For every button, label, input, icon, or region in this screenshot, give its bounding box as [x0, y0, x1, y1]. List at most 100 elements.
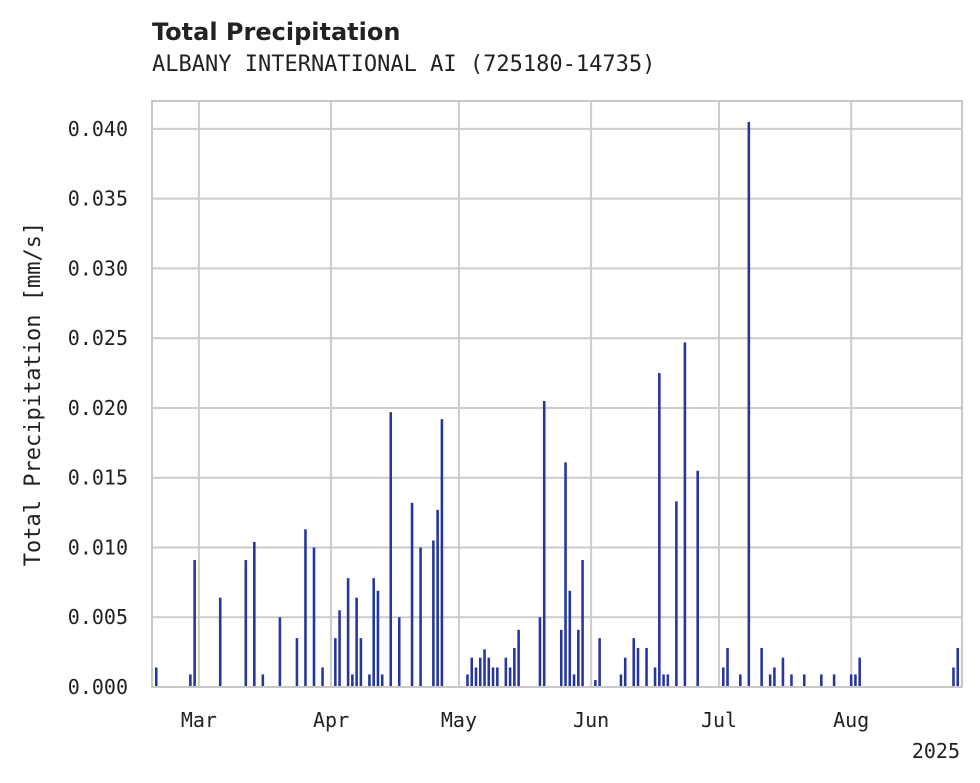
- precipitation-bar: [278, 617, 282, 687]
- precipitation-bar: [470, 657, 474, 687]
- precipitation-bar: [380, 674, 384, 687]
- precipitation-bar: [858, 657, 861, 687]
- y-tick-label: 0.030: [68, 256, 128, 280]
- precipitation-bar: [372, 578, 375, 687]
- precipitation-bar: [632, 638, 636, 687]
- precipitation-bar: [312, 547, 316, 687]
- y-tick-label: 0.010: [68, 535, 128, 559]
- precipitation-bar: [487, 657, 491, 687]
- precipitation-bar: [389, 412, 393, 687]
- precipitation-bar: [581, 560, 584, 687]
- precipitation-bar: [508, 667, 512, 687]
- precipitation-bar: [747, 121, 751, 688]
- precipitation-bar: [645, 647, 648, 687]
- precipitation-bar: [653, 667, 657, 687]
- precipitation-bar: [662, 674, 665, 687]
- precipitation-bar: [359, 638, 363, 687]
- precipitation-bar: [619, 674, 623, 687]
- precipitation-bar: [517, 629, 520, 687]
- precipitation-bar: [334, 638, 337, 687]
- y-tick-label: 0.035: [68, 187, 128, 211]
- precipitation-bar: [483, 649, 486, 687]
- precipitation-bar: [802, 674, 806, 687]
- precipitation-bar: [436, 509, 439, 687]
- precipitation-bar: [636, 647, 640, 687]
- precipitation-bar: [577, 629, 580, 687]
- precipitation-bar: [368, 674, 371, 687]
- precipitation-bar: [355, 597, 358, 687]
- precipitation-bar: [854, 674, 857, 687]
- y-tick-label: 0.015: [68, 466, 128, 490]
- precipitation-bar: [568, 590, 572, 687]
- x-tick-label: May: [441, 708, 477, 732]
- precipitation-bar: [419, 547, 422, 687]
- x-axis: Mar Apr May Jun Jul Aug: [181, 708, 869, 732]
- x-tick-label: Mar: [181, 708, 217, 732]
- x-tick-label: Apr: [313, 708, 349, 732]
- precipitation-bar: [594, 680, 597, 687]
- precipitation-bar: [564, 462, 567, 687]
- precipitation-bar: [410, 502, 414, 687]
- precipitation-bar: [261, 674, 265, 687]
- precipitation-bar: [666, 674, 670, 687]
- precipitation-bar: [244, 560, 248, 687]
- precipitation-bar: [193, 560, 196, 687]
- precipitation-bar: [295, 638, 299, 687]
- bar-series: [154, 121, 960, 688]
- y-tick-label: 0.025: [68, 326, 128, 350]
- precipitation-bar: [397, 617, 401, 687]
- precipitation-bar: [658, 373, 661, 687]
- precipitation-bar: [739, 674, 742, 687]
- precipitation-bar: [683, 342, 687, 687]
- precipitation-bar: [466, 674, 469, 687]
- y-tick-label: 0.000: [68, 675, 128, 699]
- chart-title: Total Precipitation: [152, 18, 401, 46]
- precipitation-bar: [956, 647, 960, 687]
- precipitation-bar: [338, 610, 341, 687]
- precipitation-bar: [321, 667, 324, 687]
- precipitation-bar: [189, 674, 192, 687]
- precipitation-bar: [542, 400, 546, 687]
- precipitation-bar: [440, 419, 444, 687]
- precipitation-bar: [773, 667, 776, 687]
- precipitation-bar: [832, 674, 836, 687]
- y-axis-label: Total Precipitation [mm/s]: [21, 222, 46, 566]
- precipitation-bar: [218, 597, 222, 687]
- precipitation-bar: [623, 657, 627, 687]
- precipitation-bar: [760, 647, 763, 687]
- y-axis: 0.000 0.005 0.010 0.015 0.020 0.025 0.030 0.035…: [68, 117, 128, 699]
- precipitation-bar: [790, 674, 793, 687]
- precipitation-bar: [304, 529, 307, 687]
- year-label: 2025: [912, 739, 960, 763]
- precipitation-bar: [351, 674, 354, 687]
- grid-lines: [152, 101, 962, 688]
- precipitation-bar: [721, 667, 725, 687]
- x-tick-label: Jun: [573, 708, 609, 732]
- x-tick-label: Aug: [833, 708, 869, 732]
- precipitation-bar: [432, 540, 435, 687]
- precipitation-bar: [474, 667, 478, 687]
- precipitation-bar: [491, 667, 495, 687]
- precipitation-bar: [496, 667, 499, 687]
- chart-subtitle: ALBANY INTERNATIONAL AI (725180-14735): [152, 52, 656, 77]
- precipitation-bar: [781, 657, 785, 687]
- y-tick-label: 0.020: [68, 396, 128, 420]
- precipitation-bar: [849, 674, 853, 687]
- precipitation-bar: [696, 470, 699, 687]
- precipitation-bar: [598, 638, 601, 687]
- precipitation-bar: [513, 647, 516, 687]
- precipitation-bar: [253, 541, 256, 687]
- precipitation-bar: [820, 674, 823, 687]
- precipitation-bar: [504, 657, 508, 687]
- precipitation-bar: [478, 657, 482, 687]
- y-tick-label: 0.005: [68, 605, 128, 629]
- precipitation-bar: [726, 647, 729, 687]
- precipitation-bar: [346, 578, 350, 687]
- precipitation-bar: [559, 629, 563, 687]
- precipitation-bar: [768, 674, 772, 687]
- precipitation-bar: [376, 590, 380, 687]
- precipitation-bar: [572, 674, 576, 687]
- precipitation-bar: [538, 617, 542, 687]
- plot-frame: [151, 100, 963, 688]
